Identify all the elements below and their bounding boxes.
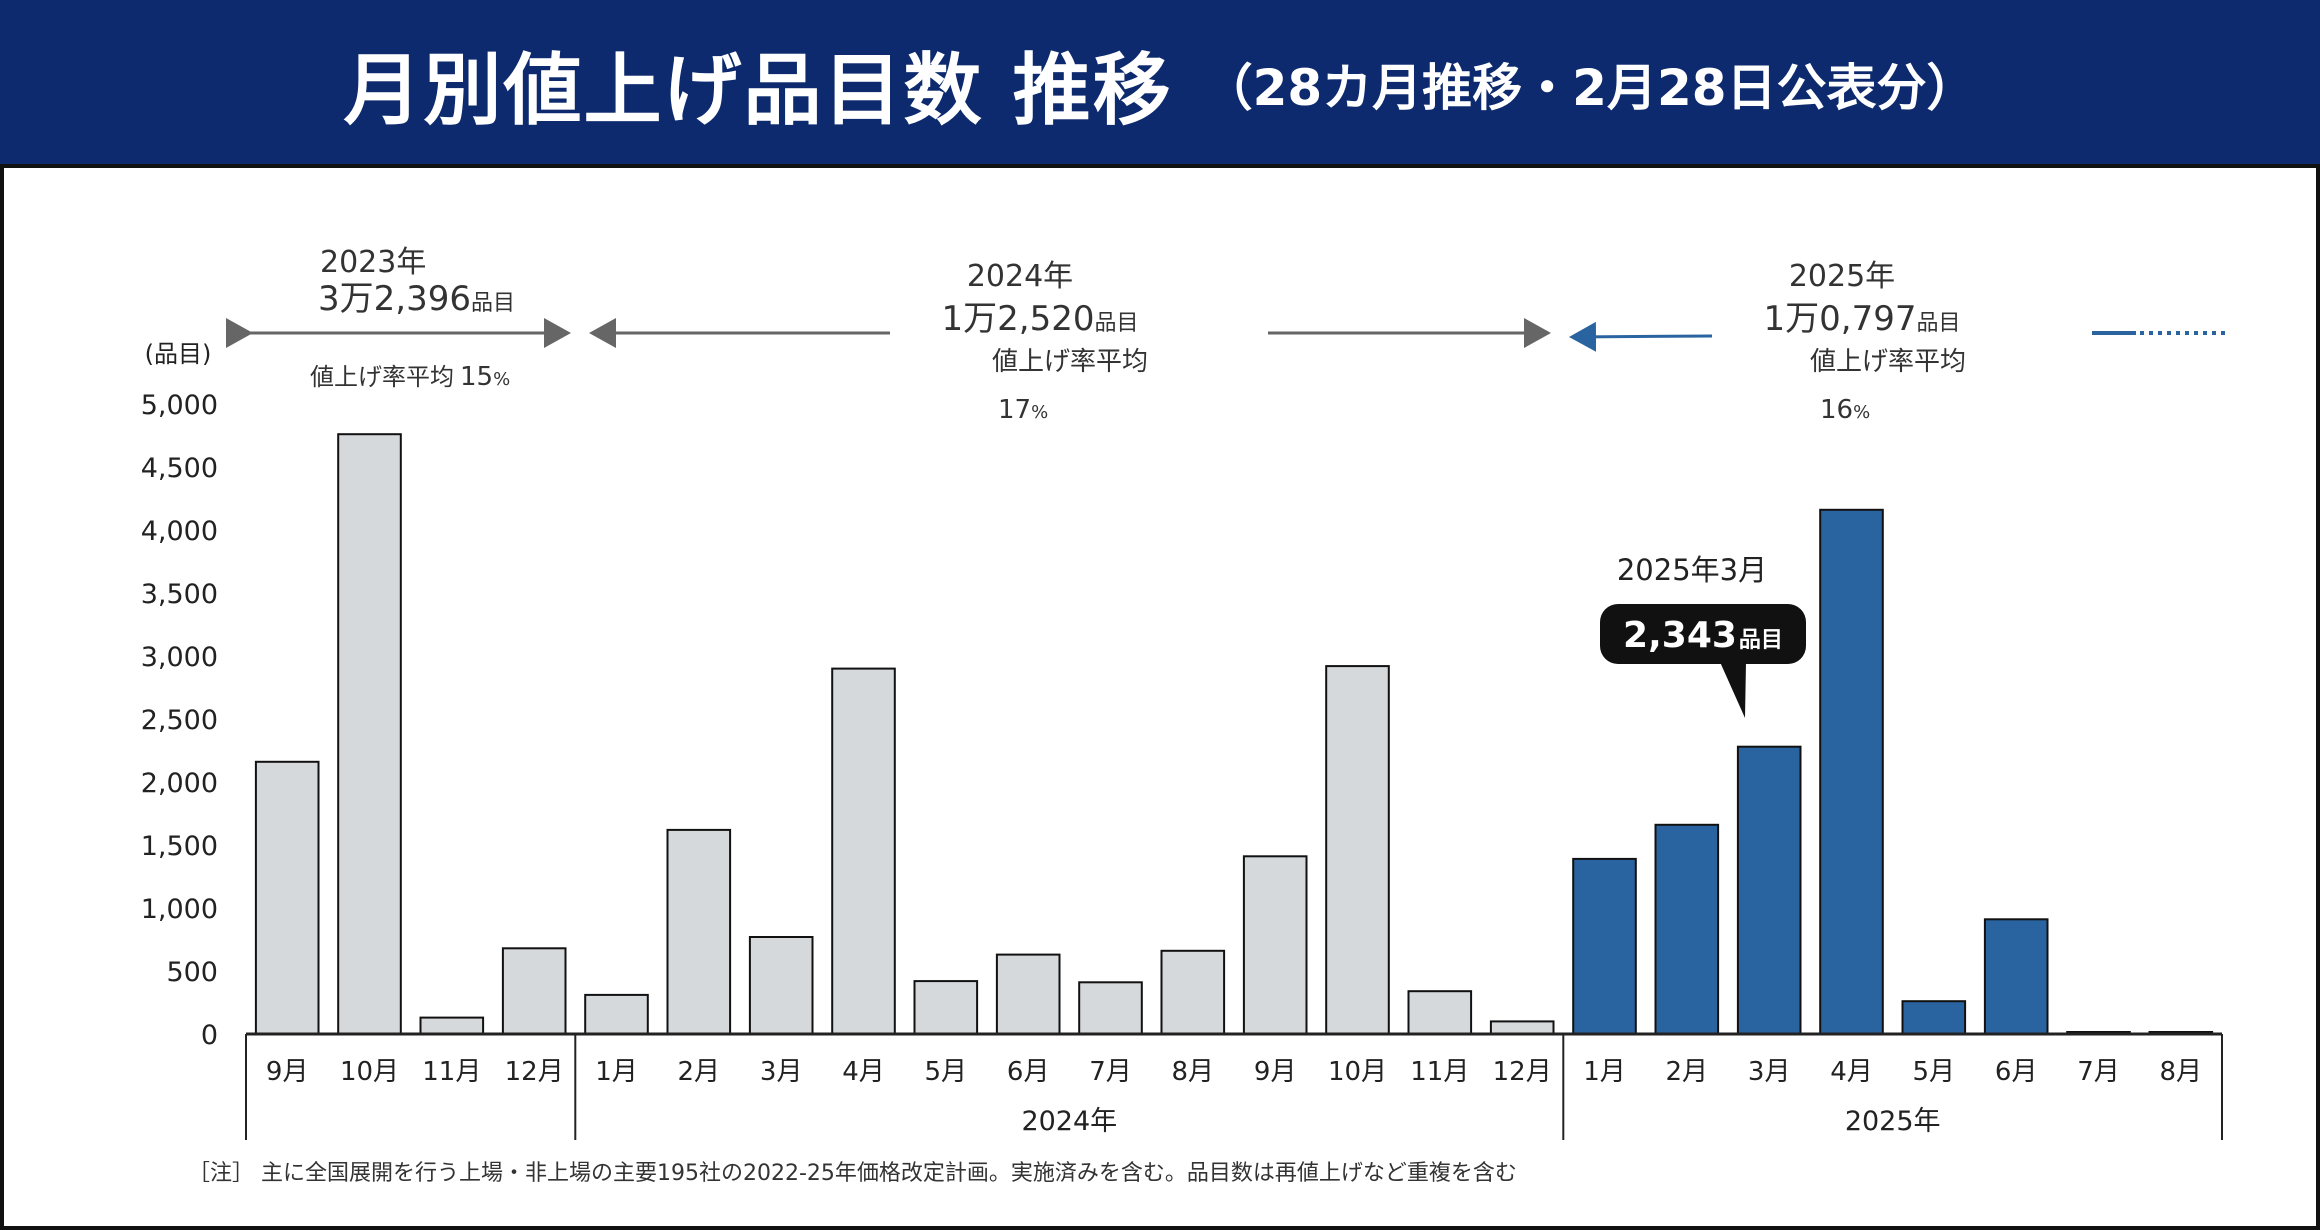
y-axis: 0 500 1,000 1,500 2,000 2,500 3,000 3,500 4,000 4… bbox=[141, 390, 218, 1051]
x-tick-label: 3月 bbox=[760, 1057, 803, 1087]
bar-15 bbox=[1407, 990, 1473, 1036]
year-group-label: 2025年 bbox=[1845, 1106, 1941, 1137]
bar-19 bbox=[1736, 745, 1802, 1035]
span-arrow-2025-left bbox=[1569, 321, 1713, 352]
x-tick-label: 7月 bbox=[1089, 1057, 1132, 1087]
bar-2 bbox=[337, 433, 402, 1035]
bars-group bbox=[254, 433, 2214, 1036]
y-tick-label: 4,000 bbox=[141, 516, 218, 547]
callout-label: 2025年3月 bbox=[1617, 553, 1767, 587]
x-tick-label: 10月 bbox=[340, 1057, 399, 1087]
x-tick-label: 7月 bbox=[2077, 1057, 2120, 1087]
x-tick-label: 12月 bbox=[1493, 1057, 1552, 1087]
callout-value: 2,343品目 bbox=[1623, 615, 1783, 656]
x-tick-label: 9月 bbox=[266, 1057, 309, 1087]
callout-2025-march: 2025年3月 2,343品目 bbox=[1600, 553, 1806, 718]
x-tick-label: 5月 bbox=[1913, 1057, 1956, 1087]
bar-10 bbox=[995, 953, 1061, 1035]
x-tick-label: 6月 bbox=[1995, 1057, 2038, 1087]
annotation-2025-rate-label: 値上げ率平均 bbox=[1810, 347, 1966, 377]
bar-13 bbox=[1242, 855, 1308, 1035]
y-tick-label: 2,000 bbox=[141, 768, 218, 799]
y-tick-label: 0 bbox=[201, 1020, 218, 1051]
bar-9 bbox=[913, 980, 979, 1035]
annotation-2023-year: 2023年 bbox=[320, 245, 426, 280]
bar-3 bbox=[419, 1016, 485, 1035]
bar-20 bbox=[1819, 508, 1884, 1035]
title-bar: 月別値上げ品目数 推移 （28カ月推移・2月28日公表分） bbox=[0, 0, 2320, 168]
x-tick-label: 4月 bbox=[842, 1057, 885, 1087]
y-tick-label: 4,500 bbox=[141, 453, 218, 484]
y-tick-label: 3,000 bbox=[141, 642, 218, 673]
y-tick-label: 1,500 bbox=[141, 831, 218, 862]
annotation-2024: 2024年 1万2,520品目 値上げ率平均 17% bbox=[589, 259, 1551, 425]
x-tick-label: 10月 bbox=[1328, 1057, 1387, 1087]
bar-6 bbox=[666, 828, 732, 1036]
annotation-2023: 2023年 3万2,396品目 値上げ率平均 15% bbox=[226, 245, 571, 392]
bar-11 bbox=[1078, 981, 1143, 1035]
x-tick-label: 12月 bbox=[505, 1057, 564, 1087]
bar-18 bbox=[1654, 823, 1720, 1035]
bar-7 bbox=[748, 936, 814, 1035]
annotation-2024-rate-label: 値上げ率平均 bbox=[992, 347, 1148, 377]
x-tick-label: 1月 bbox=[595, 1057, 638, 1087]
annotation-2024-rate: 17% bbox=[998, 395, 1048, 425]
bar-12 bbox=[1160, 949, 1226, 1035]
annotation-2023-count: 3万2,396品目 bbox=[318, 279, 515, 319]
footnote: ［注］ 主に全国展開を行う上場・非上場の主要195社の2022-25年価格改定計… bbox=[188, 1161, 1517, 1186]
x-tick-label: 2月 bbox=[678, 1057, 721, 1087]
page-subtitle: （28カ月推移・2月28日公表分） bbox=[1202, 59, 1977, 117]
annotation-2024-year: 2024年 bbox=[967, 259, 1073, 294]
callout-bubble bbox=[1600, 604, 1806, 664]
y-tick-label: 5,000 bbox=[141, 390, 218, 421]
x-axis: 9月 10月 11月 12月 1月 2月 3月 4月 5月 6月 7月 8月 9月 10月 11月 12月 1月… bbox=[245, 1032, 2223, 1140]
x-tick-label: 5月 bbox=[925, 1057, 968, 1087]
x-tick-label: 11月 bbox=[422, 1057, 481, 1087]
bar-21 bbox=[1901, 1000, 1967, 1036]
annotation-2025: 2025年 1万0,797品目 値上げ率平均 16% bbox=[1569, 259, 2226, 425]
y-axis-unit: (品目) bbox=[145, 340, 212, 368]
bar-16 bbox=[1489, 1020, 1555, 1036]
bar-8 bbox=[831, 667, 896, 1035]
y-tick-label: 1,000 bbox=[141, 894, 218, 925]
x-tick-label: 4月 bbox=[1830, 1057, 1873, 1087]
annotation-2023-rate: 値上げ率平均 15% bbox=[310, 362, 510, 392]
bar-17 bbox=[1572, 857, 1637, 1036]
bar-5 bbox=[584, 993, 649, 1036]
y-tick-label: 500 bbox=[166, 957, 218, 988]
annotation-2025-year: 2025年 bbox=[1789, 259, 1895, 294]
bar-4 bbox=[501, 947, 567, 1035]
y-tick-label: 3,500 bbox=[141, 579, 218, 610]
bar-1 bbox=[254, 760, 320, 1035]
x-tick-label: 3月 bbox=[1748, 1057, 1791, 1087]
annotation-2024-count: 1万2,520品目 bbox=[942, 299, 1139, 339]
x-tick-label: 11月 bbox=[1410, 1057, 1469, 1087]
annotation-2025-count: 1万0,797品目 bbox=[1764, 299, 1961, 339]
year-group-label: 2024年 bbox=[1021, 1106, 1117, 1137]
annotation-2025-rate: 16% bbox=[1820, 395, 1870, 425]
bar-14 bbox=[1325, 665, 1390, 1035]
x-tick-label: 8月 bbox=[2160, 1057, 2203, 1087]
x-tick-label: 6月 bbox=[1007, 1057, 1050, 1087]
y-tick-label: 2,500 bbox=[141, 705, 218, 736]
x-tick-label: 2月 bbox=[1666, 1057, 1709, 1087]
x-tick-label: 1月 bbox=[1583, 1057, 1626, 1087]
x-tick-label: 9月 bbox=[1254, 1057, 1297, 1087]
bar-22 bbox=[1983, 918, 2049, 1035]
callout-pointer bbox=[1720, 662, 1746, 718]
x-tick-label: 8月 bbox=[1172, 1057, 1215, 1087]
page-title: 月別値上げ品目数 推移 bbox=[343, 46, 1173, 136]
